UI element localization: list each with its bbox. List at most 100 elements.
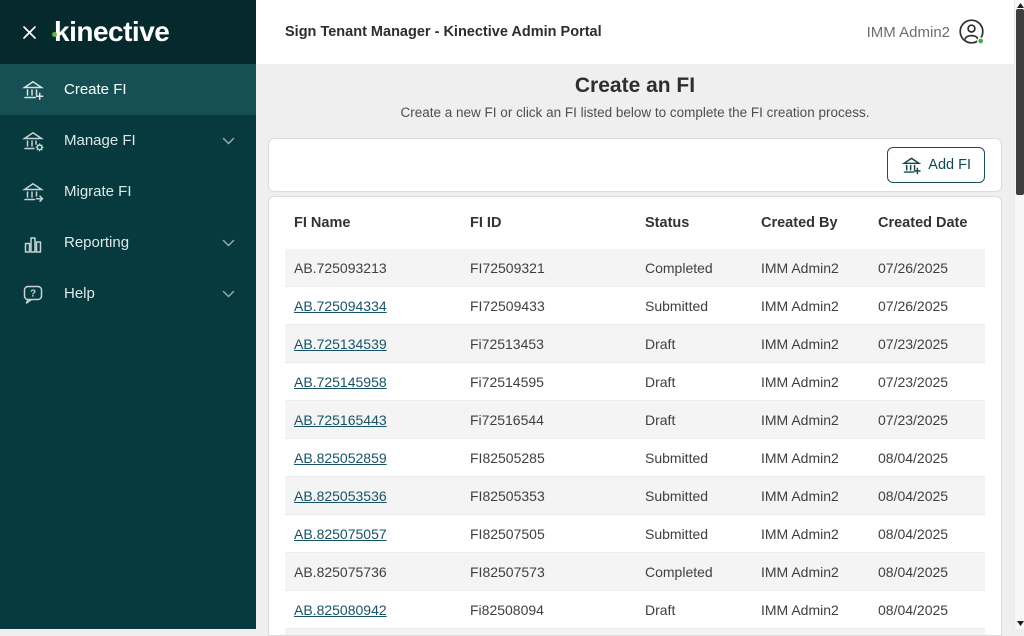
fi-name-cell: AB.825075736	[294, 563, 387, 580]
created-date-cell: 08/04/2025	[878, 563, 949, 580]
status-cell: Completed	[645, 563, 713, 580]
bank-arrow-icon	[22, 182, 44, 202]
logo-green-dot	[52, 32, 57, 37]
vertical-scrollbar[interactable]	[1014, 0, 1024, 629]
sidebar: kinective Create FI Manage FI	[0, 0, 256, 629]
sidebar-item-manage-fi[interactable]: Manage FI	[0, 115, 256, 166]
logo-text: kinective	[54, 16, 170, 47]
svg-text:?: ?	[30, 288, 36, 299]
created-date-cell: 08/04/2025	[878, 601, 949, 618]
scrollbar-thumb[interactable]	[1016, 9, 1024, 195]
page-subtitle: Create a new FI or click an FI listed be…	[400, 105, 870, 120]
sidebar-item-label: Create FI	[64, 81, 127, 98]
fi-id-cell: FI82507573	[470, 563, 545, 580]
column-header-fi-name: FI Name	[294, 215, 351, 231]
toolbar-card: Add FI	[268, 138, 1002, 192]
created-by-cell: IMM Admin2	[761, 525, 839, 542]
table-row: AB.725134539 Fi72513453 Draft IMM Admin2…	[285, 325, 985, 363]
fi-name-cell[interactable]: AB.725094334	[294, 297, 387, 314]
created-date-cell: 07/23/2025	[878, 411, 949, 428]
created-date-cell: 08/04/2025	[878, 487, 949, 504]
sidebar-item-help[interactable]: ? Help	[0, 268, 256, 319]
fi-name-cell[interactable]: AB.825075057	[294, 525, 387, 542]
fi-name-cell[interactable]: AB.725134539	[294, 335, 387, 352]
fi-name-cell[interactable]: AB.825080942	[294, 601, 387, 618]
app-logo: kinective	[52, 16, 170, 47]
add-fi-label: Add FI	[928, 157, 971, 173]
status-cell: Submitted	[645, 449, 709, 466]
status-cell: Draft	[645, 411, 676, 428]
chevron-down-icon	[222, 290, 235, 298]
fi-table-card: FI Name FI ID Status Created By Created …	[268, 196, 1002, 636]
fi-id-cell: Fi72516544	[470, 411, 544, 428]
table-body: AB.725093213 FI72509321 Completed IMM Ad…	[285, 249, 985, 629]
sidebar-item-create-fi[interactable]: Create FI	[0, 64, 256, 115]
table-row: AB.825053536 FI82505353 Submitted IMM Ad…	[285, 477, 985, 515]
user-name: IMM Admin2	[866, 23, 950, 41]
fi-id-cell: FI82507505	[470, 525, 545, 542]
created-date-cell: 07/26/2025	[878, 259, 949, 276]
fi-name-cell[interactable]: AB.825053536	[294, 487, 387, 504]
help-bubble-icon: ?	[23, 285, 43, 304]
status-cell: Completed	[645, 259, 713, 276]
sidebar-nav: Create FI Manage FI Migrate FI Reporting	[0, 64, 256, 319]
created-by-cell: IMM Admin2	[761, 563, 839, 580]
avatar-icon[interactable]	[958, 18, 986, 46]
fi-id-cell: Fi82508094	[470, 601, 544, 618]
fi-name-cell: AB.725093213	[294, 259, 387, 276]
created-by-cell: IMM Admin2	[761, 259, 839, 276]
fi-name-cell[interactable]: AB.825052859	[294, 449, 387, 466]
table-row: AB.825080942 Fi82508094 Draft IMM Admin2…	[285, 591, 985, 629]
status-cell: Submitted	[645, 487, 709, 504]
column-header-fi-id: FI ID	[470, 215, 502, 231]
fi-id-cell: Fi72514595	[470, 373, 544, 390]
add-fi-button[interactable]: Add FI	[887, 147, 985, 183]
sidebar-item-label: Help	[64, 285, 95, 302]
scroll-down-icon[interactable]	[1016, 619, 1024, 627]
status-cell: Submitted	[645, 525, 709, 542]
fi-id-cell: FI82505285	[470, 449, 545, 466]
table-row: AB.725093213 FI72509321 Completed IMM Ad…	[285, 249, 985, 287]
fi-id-cell: FI72509433	[470, 297, 545, 314]
bar-chart-icon	[24, 236, 42, 253]
created-by-cell: IMM Admin2	[761, 297, 839, 314]
sidebar-logo-bar: kinective	[0, 0, 256, 64]
created-date-cell: 07/23/2025	[878, 373, 949, 390]
sidebar-item-label: Reporting	[64, 234, 130, 251]
sidebar-item-reporting[interactable]: Reporting	[0, 217, 256, 268]
main-content: Create an FI Create a new FI or click an…	[256, 64, 1014, 636]
fi-id-cell: FI82505353	[470, 487, 545, 504]
bank-plus-icon	[901, 156, 922, 174]
fi-id-cell: Fi72513453	[470, 335, 544, 352]
top-bar: Sign Tenant Manager - Kinective Admin Po…	[256, 0, 1014, 64]
user-area: IMM Admin2	[867, 18, 986, 46]
table-row: AB.825075736 FI82507573 Completed IMM Ad…	[285, 553, 985, 591]
column-header-created-by: Created By	[761, 215, 838, 231]
sidebar-item-migrate-fi[interactable]: Migrate FI	[0, 166, 256, 217]
created-by-cell: IMM Admin2	[761, 487, 839, 504]
chevron-down-icon	[222, 239, 235, 247]
table-row: AB.825075057 FI82507505 Submitted IMM Ad…	[285, 515, 985, 553]
table-row-partial	[285, 629, 985, 635]
close-icon[interactable]	[16, 19, 42, 45]
page-title: Create an FI	[574, 74, 696, 97]
status-cell: Draft	[645, 335, 676, 352]
status-cell: Draft	[645, 601, 676, 618]
scroll-up-icon[interactable]	[1016, 1, 1024, 9]
bank-plus-icon	[22, 80, 44, 100]
app-title: Sign Tenant Manager - Kinective Admin Po…	[285, 24, 602, 40]
fi-id-cell: FI72509321	[470, 259, 545, 276]
table-row: AB.725094334 FI72509433 Submitted IMM Ad…	[285, 287, 985, 325]
fi-name-cell[interactable]: AB.725145958	[294, 373, 387, 390]
sidebar-item-label: Migrate FI	[64, 183, 132, 200]
chevron-down-icon	[222, 137, 235, 145]
table-row: AB.725145958 Fi72514595 Draft IMM Admin2…	[285, 363, 985, 401]
bank-gear-icon	[22, 131, 44, 151]
created-by-cell: IMM Admin2	[761, 601, 839, 618]
column-header-created-date: Created Date	[878, 215, 968, 231]
created-by-cell: IMM Admin2	[761, 411, 839, 428]
created-by-cell: IMM Admin2	[761, 449, 839, 466]
fi-name-cell[interactable]: AB.725165443	[294, 411, 387, 428]
created-by-cell: IMM Admin2	[761, 335, 839, 352]
table-header-row: FI Name FI ID Status Created By Created …	[285, 197, 985, 249]
